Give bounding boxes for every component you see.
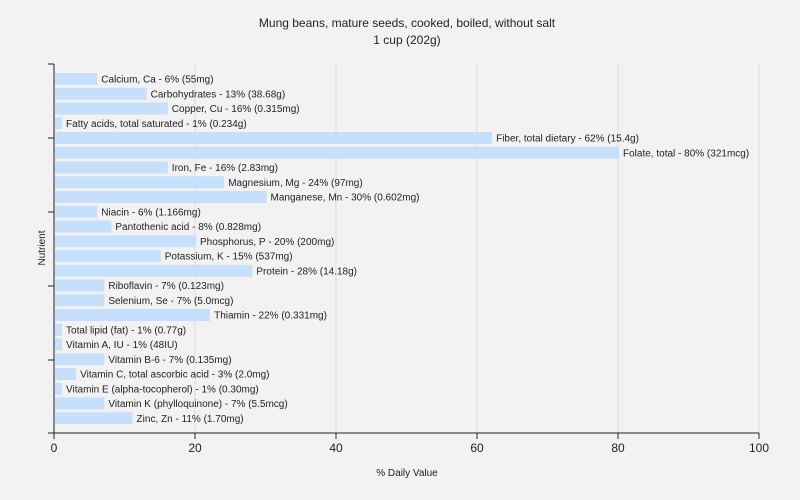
- bar-5: [55, 146, 619, 159]
- bar-3: [55, 117, 63, 130]
- bar-label-8: Manganese, Mn - 30% (0.602mg): [271, 193, 420, 204]
- bar-1: [55, 87, 147, 100]
- bar-label-3: Fatty acids, total saturated - 1% (0.234…: [66, 119, 247, 130]
- bar-18: [55, 338, 63, 351]
- bar-label-6: Iron, Fe - 16% (2.83mg): [172, 163, 278, 174]
- bar-0: [55, 73, 98, 85]
- bar-8: [55, 191, 267, 203]
- x-tick-label-0: 0: [51, 441, 58, 455]
- x-tick-label-4: 80: [611, 441, 625, 455]
- bar-10: [55, 220, 112, 233]
- bars: Calcium, Ca - 6% (55mg) Carbohydrates - 1…: [55, 73, 749, 425]
- bar-23: [55, 412, 133, 425]
- bar-14: [55, 279, 105, 292]
- bar-label-9: Niacin - 6% (1.166mg): [101, 207, 200, 218]
- x-tick-label-2: 40: [329, 441, 343, 455]
- x-tick-label-3: 60: [470, 441, 484, 455]
- x-tick-label-5: 100: [749, 441, 769, 455]
- bar-label-14: Riboflavin - 7% (0.123mg): [108, 281, 224, 292]
- bar-15: [55, 294, 105, 307]
- bar-label-13: Protein - 28% (14.18g): [256, 266, 357, 277]
- y-axis-title: Nutrient: [37, 230, 48, 265]
- bar-11: [55, 235, 196, 248]
- bar-label-23: Zinc, Zn - 11% (1.70mg): [137, 414, 244, 425]
- chart-subtitle: 1 cup (202g): [373, 33, 440, 47]
- bar-label-1: Carbohydrates - 13% (38.68g): [151, 89, 286, 100]
- bar-7: [55, 176, 225, 189]
- bar-2: [55, 102, 168, 115]
- bar-label-0: Calcium, Ca - 6% (55mg): [101, 75, 213, 86]
- bar-label-16: Thiamin - 22% (0.331mg): [214, 311, 327, 322]
- bar-label-15: Selenium, Se - 7% (5.0mcg): [108, 296, 233, 307]
- bar-12: [55, 250, 161, 262]
- x-axis-title: % Daily Value: [376, 468, 438, 479]
- bar-label-19: Vitamin B-6 - 7% (0.135mg): [108, 355, 231, 366]
- bar-4: [55, 132, 493, 144]
- axes: 0 20 40 60 80 100: [48, 63, 769, 455]
- bar-label-12: Potassium, K - 15% (537mg): [165, 252, 293, 263]
- bar-label-20: Vitamin C, total ascorbic acid - 3% (2.0…: [80, 370, 269, 381]
- bar-label-7: Magnesium, Mg - 24% (97mg): [228, 178, 363, 189]
- bar-label-17: Total lipid (fat) - 1% (0.77g): [66, 325, 186, 336]
- bar-label-10: Pantothenic acid - 8% (0.828mg): [115, 222, 261, 233]
- bar-label-5: Folate, total - 80% (321mcg): [623, 148, 749, 159]
- bar-6: [55, 161, 168, 174]
- chart-title: Mung beans, mature seeds, cooked, boiled…: [259, 16, 556, 30]
- bar-21: [55, 382, 63, 395]
- bar-17: [55, 323, 63, 336]
- bar-label-4: Fiber, total dietary - 62% (15.4g): [496, 134, 639, 145]
- bar-16: [55, 309, 211, 321]
- bar-label-21: Vitamin E (alpha-tocopherol) - 1% (0.30m…: [66, 384, 259, 395]
- grid-lines: [194, 64, 760, 433]
- bar-13: [55, 264, 253, 277]
- bar-label-11: Phosphorus, P - 20% (200mg): [200, 237, 334, 248]
- bar-20: [55, 368, 77, 380]
- bar-9: [55, 205, 98, 218]
- bar-19: [55, 353, 105, 366]
- x-tick-label-1: 20: [188, 441, 202, 455]
- bar-label-22: Vitamin K (phylloquinone) - 7% (5.5mcg): [108, 399, 287, 410]
- bar-label-2: Copper, Cu - 16% (0.315mg): [172, 104, 300, 115]
- bar-22: [55, 397, 105, 410]
- bar-label-18: Vitamin A, IU - 1% (48IU): [66, 340, 178, 351]
